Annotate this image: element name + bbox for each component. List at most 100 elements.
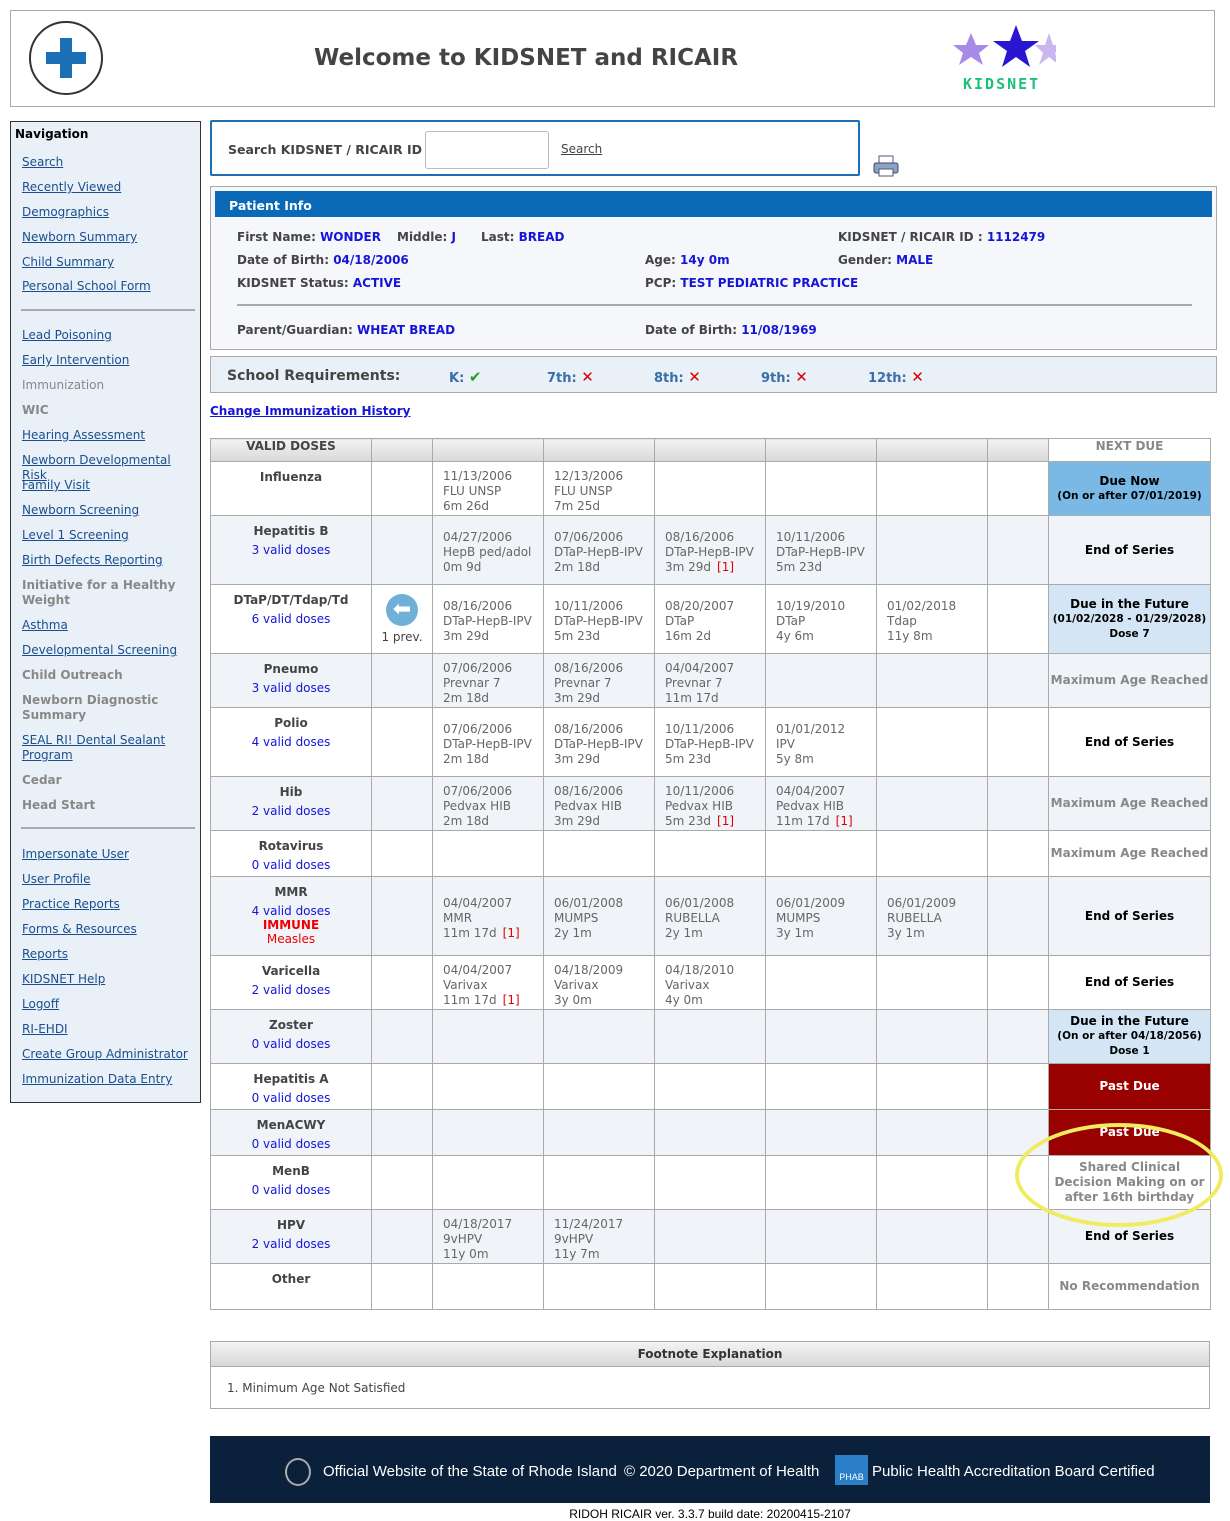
- nav-item-recently-viewed[interactable]: Recently Viewed: [22, 180, 122, 194]
- vaccine-row: MenACWY 0 valid doses Past Due: [210, 1109, 1211, 1156]
- valid-doses-link[interactable]: 4 valid doses: [251, 904, 331, 918]
- nav-item-reports[interactable]: Reports: [22, 947, 69, 961]
- valid-doses-link[interactable]: 2 valid doses: [251, 983, 331, 997]
- footnote-marker: [1]: [502, 926, 520, 940]
- next-due-status: Due in the Future (01/02/2028 - 01/29/202…: [1048, 584, 1211, 654]
- search-input[interactable]: [425, 131, 549, 169]
- footnote-marker: [1]: [502, 992, 520, 1007]
- nav-item-logoff[interactable]: Logoff: [22, 997, 60, 1011]
- nav-item-demographics[interactable]: Demographics: [22, 205, 109, 219]
- search-button[interactable]: Search: [561, 142, 603, 156]
- nav-item-user-profile[interactable]: User Profile: [22, 872, 91, 886]
- immunization-table: VALID DOSES NEXT DUE Influenza 11/13/2006…: [210, 438, 1211, 1310]
- nav-item-asthma[interactable]: Asthma: [22, 618, 68, 632]
- vaccine-row: Varicella 2 valid doses 04/04/2007 Varivax 1…: [210, 955, 1211, 1010]
- ri-health-logo: [29, 21, 103, 95]
- nav-item-search[interactable]: Search: [22, 155, 64, 169]
- valid-doses-link[interactable]: 2 valid doses: [251, 1237, 331, 1251]
- vaccine-row: Polio 4 valid doses 07/06/2006 DTaP-HepB-IP…: [210, 707, 1211, 777]
- valid-doses-link[interactable]: 6 valid doses: [251, 612, 331, 626]
- footer-phab: Public Health Accreditation Board Certif…: [872, 1463, 1155, 1480]
- nav-item-newborn-summary[interactable]: Newborn Summary: [22, 230, 138, 244]
- footnote-panel: Footnote Explanation 1. Minimum Age Not …: [210, 1341, 1210, 1409]
- vaccine-name: Pneumo 3 valid doses: [210, 653, 372, 708]
- patient-id: KIDSNET / RICAIR ID : 1112479: [838, 230, 1046, 244]
- nav-item-lead-poisoning[interactable]: Lead Poisoning: [22, 328, 112, 342]
- vaccine-row: Zoster 0 valid doses Due in the Future (On …: [210, 1009, 1211, 1064]
- first-name: First Name: WONDER: [237, 230, 381, 244]
- dose-cell: 04/18/2010 Varivax 4y 0m: [654, 955, 766, 1010]
- footer-state-link[interactable]: Official Website of the State of Rhode I…: [323, 1463, 617, 1480]
- nav-item-personal-school-form[interactable]: Personal School Form: [22, 279, 151, 293]
- nav-item-practice-reports[interactable]: Practice Reports: [22, 897, 120, 911]
- parent-guardian: Parent/Guardian: WHEAT BREAD: [237, 323, 456, 337]
- valid-doses-link[interactable]: 4 valid doses: [251, 735, 331, 749]
- vaccine-name: Hib 2 valid doses: [210, 776, 372, 831]
- change-immunization-history-link[interactable]: Change Immunization History: [210, 404, 411, 418]
- valid-doses-link[interactable]: 3 valid doses: [251, 543, 331, 557]
- nav-item-family-visit[interactable]: Family Visit: [22, 478, 90, 492]
- vaccine-row: DTaP/DT/Tdap/Td 6 valid doses ⬅ 1 prev. 08/1…: [210, 584, 1211, 654]
- dose-cell: 08/16/2006 DTaP-HepB-IPV 3m 29d: [432, 584, 544, 654]
- dose-cell: 12/13/2006 FLU UNSP 7m 25d: [543, 461, 655, 516]
- nav-item-developmental-screening[interactable]: Developmental Screening: [22, 643, 178, 657]
- age: Age: 14y 0m: [645, 253, 730, 267]
- nav-item-immunization-data-entry[interactable]: Immunization Data Entry: [22, 1072, 173, 1086]
- next-due-status: Due Now (On or after 07/01/2019): [1048, 461, 1211, 516]
- valid-doses-link[interactable]: 3 valid doses: [251, 681, 331, 695]
- nav-item-hearing-assessment[interactable]: Hearing Assessment: [22, 428, 146, 442]
- nav-item-kidsnet-help[interactable]: KIDSNET Help: [22, 972, 106, 986]
- x-icon: ✕: [795, 368, 808, 386]
- immune-label: IMMUNE: [262, 918, 320, 932]
- nav-item-level-1-screening[interactable]: Level 1 Screening: [22, 528, 129, 542]
- dose-cell: 07/06/2006 DTaP-HepB-IPV 2m 18d: [432, 707, 544, 777]
- divider: [237, 304, 1192, 306]
- page-title: Welcome to KIDSNET and RICAIR: [313, 45, 739, 71]
- valid-doses-link[interactable]: 0 valid doses: [251, 1037, 331, 1051]
- dose-cell: 04/27/2006 HepB ped/adol 0m 9d: [432, 515, 544, 585]
- nav-item-forms-resources[interactable]: Forms & Resources: [22, 922, 137, 936]
- nav-item-seal-ri-dental-sealant-program[interactable]: SEAL RI! Dental Sealant Program: [22, 733, 166, 762]
- valid-doses-link[interactable]: 0 valid doses: [251, 858, 331, 872]
- valid-doses-link[interactable]: 0 valid doses: [251, 1137, 331, 1151]
- vaccine-name: Polio 4 valid doses: [210, 707, 372, 777]
- vaccine-row: Hib 2 valid doses 07/06/2006 Pedvax HIB 2m 1…: [210, 776, 1211, 831]
- vaccine-row: Influenza 11/13/2006 FLU UNSP 6m 26d 12/13/2…: [210, 461, 1211, 516]
- nav-item-birth-defects-reporting[interactable]: Birth Defects Reporting: [22, 553, 163, 567]
- nav-item-early-intervention[interactable]: Early Intervention: [22, 353, 130, 367]
- valid-doses-link[interactable]: 2 valid doses: [251, 804, 331, 818]
- school-requirements: School Requirements: K: ✔ 7th: ✕ 8th: ✕ 9th…: [210, 356, 1217, 393]
- guardian-dob: Date of Birth: 11/08/1969: [645, 323, 817, 337]
- nav-item-newborn-developmental-risk[interactable]: Newborn Developmental Risk: [22, 453, 171, 482]
- date-of-birth: Date of Birth: 04/18/2006: [237, 253, 409, 267]
- dose-cell: 06/01/2009 MUMPS 3y 1m: [765, 876, 877, 956]
- next-due-status: Maximum Age Reached: [1048, 776, 1211, 831]
- pcp: PCP: TEST PEDIATRIC PRACTICE: [645, 276, 859, 290]
- nav-item-ri-ehdi[interactable]: RI-EHDI: [22, 1022, 68, 1036]
- dose-cell: 04/04/2007 Varivax 11m 17d [1]: [432, 955, 544, 1010]
- grade-requirement: 9th: ✕: [761, 368, 808, 386]
- site-footer: Official Website of the State of Rhode I…: [210, 1436, 1210, 1503]
- print-icon[interactable]: [873, 155, 899, 177]
- vaccine-row: HPV 2 valid doses 04/18/2017 9vHPV 11y 0m 11/…: [210, 1209, 1211, 1264]
- x-icon: ✕: [688, 368, 701, 386]
- previous-doses-button[interactable]: ⬅ 1 prev.: [371, 584, 433, 654]
- dose-cell: 04/04/2007 MMR 11m 17d [1]: [432, 876, 544, 956]
- valid-doses-link[interactable]: 0 valid doses: [251, 1091, 331, 1105]
- nav-item-wic: WIC: [22, 403, 49, 417]
- page-header: Welcome to KIDSNET and RICAIR KIDSNET: [10, 10, 1215, 107]
- nav-item-create-group-administrator[interactable]: Create Group Administrator: [22, 1047, 188, 1061]
- dose-cell: 08/20/2007 DTaP 16m 2d: [654, 584, 766, 654]
- nav-item-newborn-screening[interactable]: Newborn Screening: [22, 503, 140, 517]
- nav-item-child-summary[interactable]: Child Summary: [22, 255, 115, 269]
- next-due-status: End of Series: [1048, 707, 1211, 777]
- version-info: RIDOH RICAIR ver. 3.3.7 build date: 2020…: [569, 1507, 851, 1521]
- next-due-status: End of Series: [1048, 955, 1211, 1010]
- nav-item-impersonate-user[interactable]: Impersonate User: [22, 847, 129, 861]
- valid-doses-link[interactable]: 0 valid doses: [251, 1183, 331, 1197]
- footnote-item: 1. Minimum Age Not Satisfied: [227, 1381, 406, 1395]
- nav-item-initiative-for-a-healthy-weight: Initiative for a Healthy Weight: [22, 578, 176, 607]
- vaccine-row: Rotavirus 0 valid doses Maximum Age Reache…: [210, 830, 1211, 877]
